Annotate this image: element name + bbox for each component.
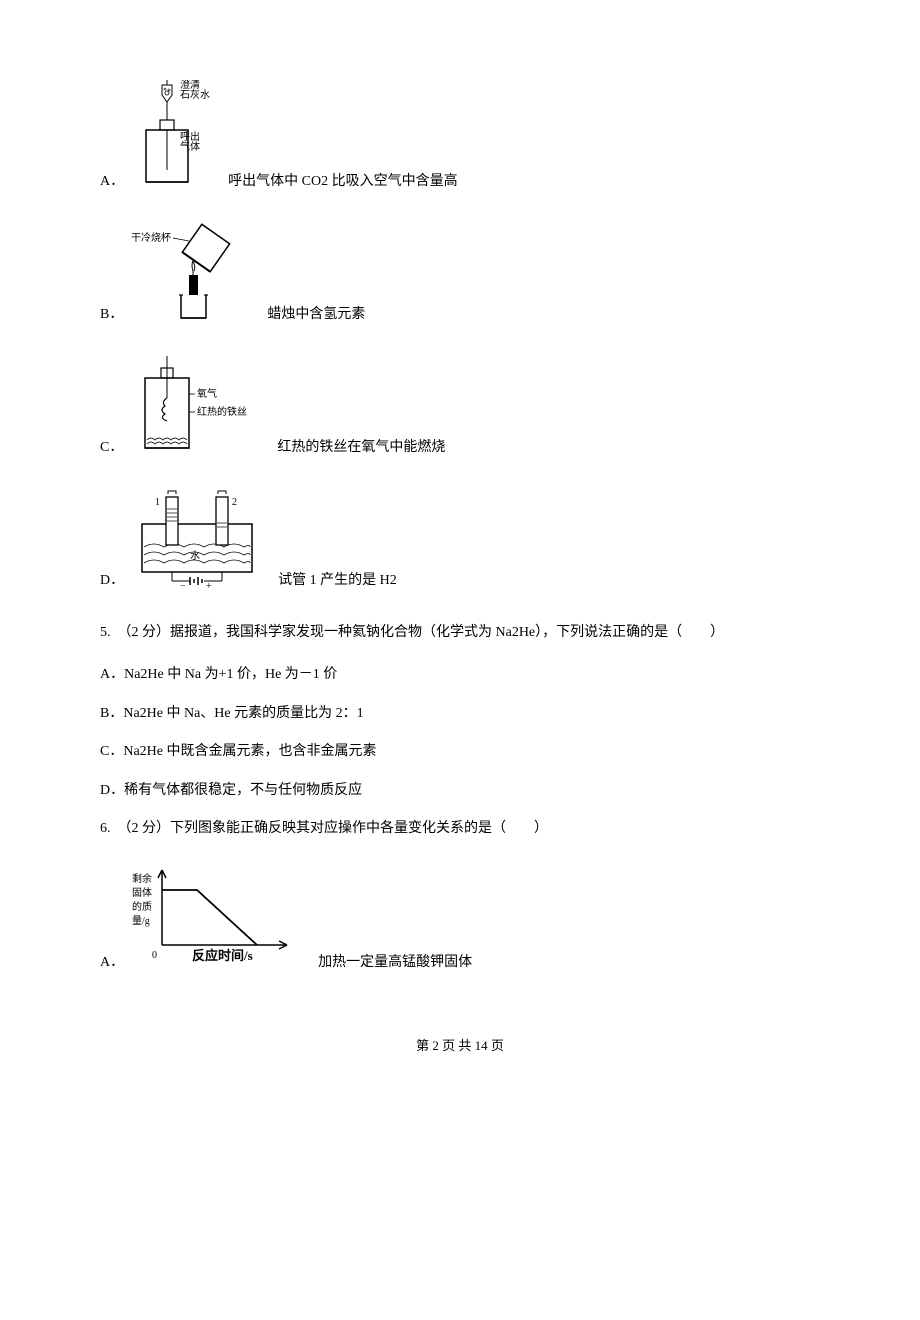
diagram-candle-beaker: 干冷烧杯 <box>131 223 261 328</box>
q6a-chart: 剩余 固体 的质 量/g 0 反应时间/s <box>132 860 312 975</box>
option-text: 红热的铁丝在氧气中能燃烧 <box>277 440 445 461</box>
option-letter: B． <box>100 307 123 328</box>
option-letter: A． <box>100 174 124 195</box>
diagram-bottle-limewater: 澄清 石灰水 呼出 气体 <box>132 80 222 195</box>
q5-option-b: B．Na2He 中 Na、He 元素的质量比为 2：1 <box>100 703 820 725</box>
option-letter: C． <box>100 440 123 461</box>
q4-option-d: D． 水 1 2 <box>100 489 820 594</box>
label-pos: + <box>206 581 212 589</box>
label-neg: − <box>180 581 186 589</box>
ylabel-2: 固体 <box>132 887 152 899</box>
ylabel-1: 剩余 <box>132 872 152 885</box>
ylabel-3: 的质 <box>132 900 152 913</box>
label-exhale2: 气体 <box>180 140 200 153</box>
q4-option-b: B． 干冷烧杯 蜡烛中含氢元素 <box>100 223 820 328</box>
label-o2: 氧气 <box>197 387 217 400</box>
exam-page: A． 澄清 石灰水 呼出 气体 呼出气体中 CO2 比吸入空气中含量高 <box>0 0 920 1320</box>
diagram-iron-oxygen: 氧气 红热的铁丝 <box>131 356 271 461</box>
option-letter: D． <box>100 573 124 594</box>
label-cold-beaker: 干冷烧杯 <box>131 231 171 244</box>
option-text: 蜡烛中含氢元素 <box>267 307 365 328</box>
q5-option-a: A．Na2He 中 Na 为+1 价，He 为－1 价 <box>100 664 820 686</box>
q5-stem: 5. （2 分）据报道，我国科学家发现一种氦钠化合物（化学式为 Na2He），下… <box>100 622 820 644</box>
label-tube-2: 2 <box>232 497 237 508</box>
q6-option-a: A． 剩余 固体 的质 量/g 0 反应时间/s 加热一定量高锰酸钾固体 <box>100 860 820 975</box>
q5-option-c: C．Na2He 中既含金属元素，也含非金属元素 <box>100 741 820 763</box>
label-tube-1: 1 <box>155 497 160 508</box>
q6-stem: 6. （2 分）下列图象能正确反映其对应操作中各量变化关系的是（ ） <box>100 818 820 840</box>
diagram-electrolysis: 水 1 2 − <box>132 489 272 594</box>
option-text: 加热一定量高锰酸钾固体 <box>318 955 472 976</box>
q4-option-a: A． 澄清 石灰水 呼出 气体 呼出气体中 CO2 比吸入空气中含量高 <box>100 80 820 195</box>
label-limewater2: 石灰水 <box>180 88 210 101</box>
label-water: 水 <box>190 550 200 562</box>
option-letter: A． <box>100 955 124 976</box>
option-text: 试管 1 产生的是 H2 <box>278 573 397 594</box>
ylabel-4: 量/g <box>132 915 150 927</box>
q5-option-d: D．稀有气体都很稳定，不与任何物质反应 <box>100 780 820 802</box>
label-hot-wire: 红热的铁丝 <box>197 405 247 418</box>
q4-option-c: C． 氧气 红热的铁丝 红热的铁丝在氧气中能燃烧 <box>100 356 820 461</box>
page-footer: 第 2 页 共 14 页 <box>100 1035 820 1054</box>
option-text: 呼出气体中 CO2 比吸入空气中含量高 <box>228 174 457 195</box>
origin-label: 0 <box>152 950 157 961</box>
xlabel: 反应时间/s <box>192 948 253 963</box>
